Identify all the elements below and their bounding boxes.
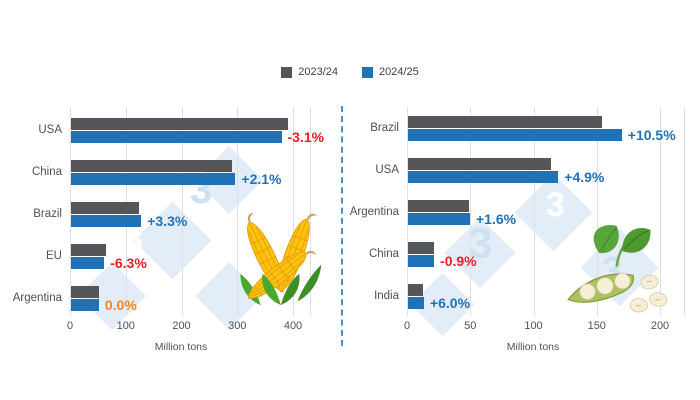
- change-label: +4.9%: [564, 169, 605, 185]
- legend-item-2024-25: 2024/25: [362, 66, 419, 78]
- soybean-x-axis-title: Million tons: [506, 341, 560, 353]
- x-tick-label: 0: [403, 320, 411, 332]
- chart-divider-dashed-line: [341, 106, 343, 346]
- plot-right-border: [310, 107, 311, 316]
- bar-2024-25: [71, 257, 105, 269]
- bar-2024-25: [408, 129, 622, 141]
- legend-swatch-2024-25: [362, 66, 373, 78]
- x-tick-label: 0: [66, 320, 74, 332]
- plot-right-border: [684, 107, 685, 316]
- bar-2023-24: [71, 160, 232, 172]
- soy-bean: [640, 274, 659, 290]
- x-tick-label: 150: [587, 320, 606, 332]
- country-label: USA: [375, 164, 399, 176]
- corn-x-axis-title: Million tons: [154, 341, 208, 353]
- legend-label-2024-25: 2024/25: [379, 66, 419, 78]
- x-tick-label: 100: [116, 320, 135, 332]
- x-tick-label: 200: [172, 320, 191, 332]
- change-label: -0.9%: [440, 253, 477, 269]
- bar-2024-25: [71, 299, 99, 311]
- bar-2024-25: [408, 297, 424, 309]
- soy-leaf: [622, 228, 651, 253]
- gridline: [470, 107, 472, 316]
- bar-2023-24: [408, 200, 469, 212]
- country-label: USA: [38, 124, 62, 136]
- change-label: -3.1%: [287, 129, 325, 145]
- bar-2023-24: [71, 118, 289, 130]
- gridline: [407, 107, 408, 316]
- country-label: China: [31, 166, 62, 178]
- gridline: [293, 107, 294, 316]
- bar-2024-25: [408, 255, 435, 267]
- bar-2024-25: [71, 173, 236, 185]
- bar-2023-24: [408, 284, 424, 296]
- change-label: +1.6%: [475, 211, 517, 227]
- bar-2023-24: [408, 116, 602, 128]
- change-label: +2.1%: [241, 171, 282, 187]
- legend-swatch-2023-24: [281, 66, 293, 78]
- bar-2024-25: [71, 131, 282, 143]
- x-tick-label: 200: [650, 320, 670, 332]
- country-label: EU: [46, 250, 62, 262]
- country-label: Argentina: [349, 206, 399, 218]
- change-label: -6.3%: [110, 255, 147, 271]
- x-tick-label: 300: [228, 320, 247, 332]
- corn-leaf: [297, 264, 322, 302]
- bar-2024-25: [71, 215, 142, 227]
- gridline: [181, 107, 183, 316]
- change-label: +10.5%: [627, 127, 676, 143]
- bar-2024-25: [408, 213, 470, 225]
- change-label: 0.0%: [104, 297, 137, 313]
- country-label: India: [374, 290, 399, 302]
- country-label: Brazil: [370, 122, 399, 134]
- gridline: [237, 107, 239, 316]
- bar-2023-24: [408, 242, 435, 254]
- legend-item-2023-24: 2023/24: [281, 66, 338, 78]
- gridline: [660, 107, 661, 316]
- bar-2023-24: [71, 286, 99, 298]
- country-label: China: [368, 248, 399, 260]
- country-label: Brazil: [33, 208, 62, 220]
- soybean-illustration: [567, 225, 668, 313]
- legend-label-2023-24: 2023/24: [298, 66, 338, 78]
- x-tick-label: 100: [524, 320, 543, 332]
- bar-2024-25: [408, 171, 559, 183]
- country-label: Argentina: [12, 292, 62, 304]
- x-tick-label: 50: [464, 320, 477, 332]
- gridline: [70, 107, 71, 316]
- bar-2023-24: [71, 202, 139, 214]
- change-label: +6.0%: [429, 295, 471, 311]
- gridline: [533, 107, 535, 316]
- x-tick-label: 400: [283, 320, 303, 332]
- gridline: [596, 107, 598, 316]
- bar-2023-24: [71, 244, 107, 256]
- corn-illustration: [237, 208, 322, 306]
- chart-legend: 2023/24 2024/25: [0, 66, 700, 78]
- bar-2023-24: [408, 158, 552, 170]
- change-label: +3.3%: [147, 213, 188, 229]
